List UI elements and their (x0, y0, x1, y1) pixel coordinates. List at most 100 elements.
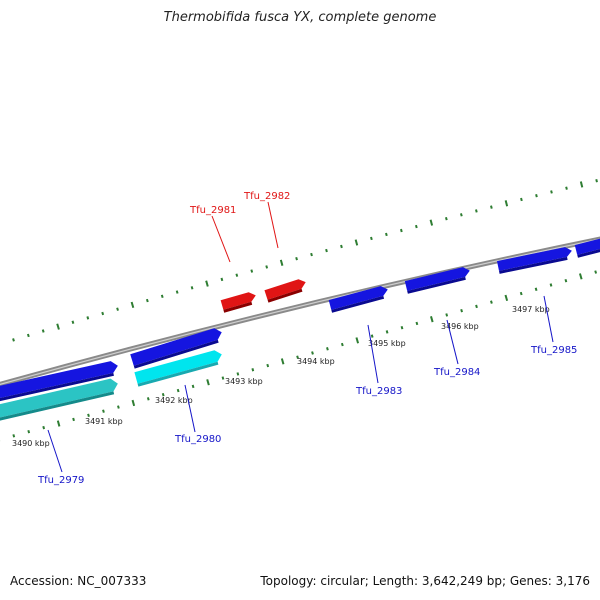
gene-arrow (574, 238, 600, 258)
tick-mark (27, 430, 31, 434)
tick-mark (579, 181, 584, 188)
scale-label: 3496 kbp (441, 322, 479, 331)
gene-label-leader (543, 295, 554, 343)
tick-mark (26, 333, 30, 338)
tick-mark (578, 273, 583, 280)
tick-mark (206, 379, 210, 386)
tick-mark (400, 228, 403, 233)
scale-label: 3490 kbp (12, 439, 50, 448)
scale-label: 3493 kbp (225, 377, 263, 386)
gene-label: Tfu_2979 (37, 475, 84, 486)
map-title: Thermobifida fusca YX, complete genome (163, 10, 437, 25)
gene-label: Tfu_2982 (243, 191, 290, 202)
tick-mark (445, 313, 449, 317)
gene-label: Tfu_2985 (530, 345, 577, 356)
tick-mark (117, 405, 120, 409)
tick-mark (429, 219, 434, 226)
gene-label-leader (446, 319, 459, 365)
tick-mark (444, 217, 448, 221)
tick-mark (41, 329, 45, 333)
tick-mark (594, 270, 598, 274)
tick-mark (519, 291, 523, 296)
tick-mark (190, 286, 194, 290)
tick-mark (12, 434, 16, 438)
tick-mark (130, 301, 135, 309)
tick-mark (311, 351, 314, 355)
tick-mark (504, 200, 509, 207)
tick-mark (340, 244, 343, 249)
tick-mark (235, 273, 239, 277)
tick-mark (12, 338, 15, 342)
tick-mark (354, 239, 359, 246)
gene-arrow (496, 247, 572, 274)
highlight-gene-bar (134, 350, 222, 387)
tick-mark (221, 376, 225, 380)
gene-label: Tfu_2981 (189, 205, 236, 216)
tick-mark (160, 294, 164, 299)
tick-mark (565, 186, 568, 190)
gene-arrow (404, 267, 470, 294)
tick-mark (71, 320, 75, 324)
gene-label-leader (367, 324, 379, 384)
gene-arrow (264, 279, 306, 303)
tick-mark (279, 259, 284, 266)
tick-mark (475, 209, 478, 213)
upper-tick-row (0, 179, 598, 346)
gene-arrow (220, 292, 256, 313)
tick-mark (42, 425, 46, 430)
tick-mark (400, 325, 404, 330)
scale-label: 3494 kbp (297, 357, 335, 366)
gene-arrow (130, 328, 222, 369)
tick-mark (370, 236, 373, 241)
tick-mark (176, 388, 180, 393)
tick-mark (385, 330, 389, 334)
scale-label: 3495 kbp (368, 339, 406, 348)
tick-mark (355, 337, 360, 344)
tick-mark (265, 265, 269, 269)
tick-mark (325, 248, 328, 253)
tick-mark (72, 417, 75, 422)
gene-label-leader (267, 201, 279, 249)
tick-mark (251, 368, 255, 372)
gene-arrow (328, 286, 388, 313)
highlight-gene-bar (0, 378, 118, 421)
tick-mark (161, 392, 165, 397)
tick-mark (564, 278, 568, 283)
tick-mark (296, 355, 299, 359)
tick-mark (415, 224, 418, 229)
genome-summary-text: Topology: circular; Length: 3,642,249 bp… (260, 574, 590, 588)
tick-mark (534, 287, 538, 291)
tick-mark (326, 347, 329, 351)
tick-mark (490, 205, 493, 209)
accession-text: Accession: NC_007333 (10, 574, 147, 588)
tick-mark (280, 358, 285, 365)
tick-mark (86, 316, 90, 320)
tick-mark (220, 277, 224, 282)
tick-mark (56, 323, 60, 330)
tick-mark (490, 300, 493, 304)
tick-mark (145, 298, 149, 303)
gene-label: Tfu_2983 (355, 386, 402, 397)
tick-mark (87, 413, 90, 418)
scale-label: 3491 kbp (85, 417, 123, 426)
tick-mark (415, 321, 419, 326)
tick-mark (102, 409, 105, 413)
gene-label-leader (211, 215, 231, 263)
tick-mark (131, 399, 136, 407)
scale-label: 3492 kbp (155, 396, 193, 405)
tick-mark (295, 256, 298, 261)
gene-label: Tfu_2984 (433, 367, 480, 378)
tick-mark (460, 308, 463, 313)
scale-label: 3497 kbp (512, 305, 550, 314)
tick-mark (56, 420, 61, 427)
gene-label: Tfu_2980 (174, 434, 221, 445)
lower-tick-row (0, 270, 598, 442)
tick-mark (595, 179, 598, 183)
tick-mark (475, 304, 478, 309)
tick-mark (250, 269, 254, 273)
gene-label-leader (47, 429, 63, 473)
tick-mark (191, 384, 195, 389)
tick-mark (236, 372, 240, 376)
tick-mark (101, 311, 105, 316)
